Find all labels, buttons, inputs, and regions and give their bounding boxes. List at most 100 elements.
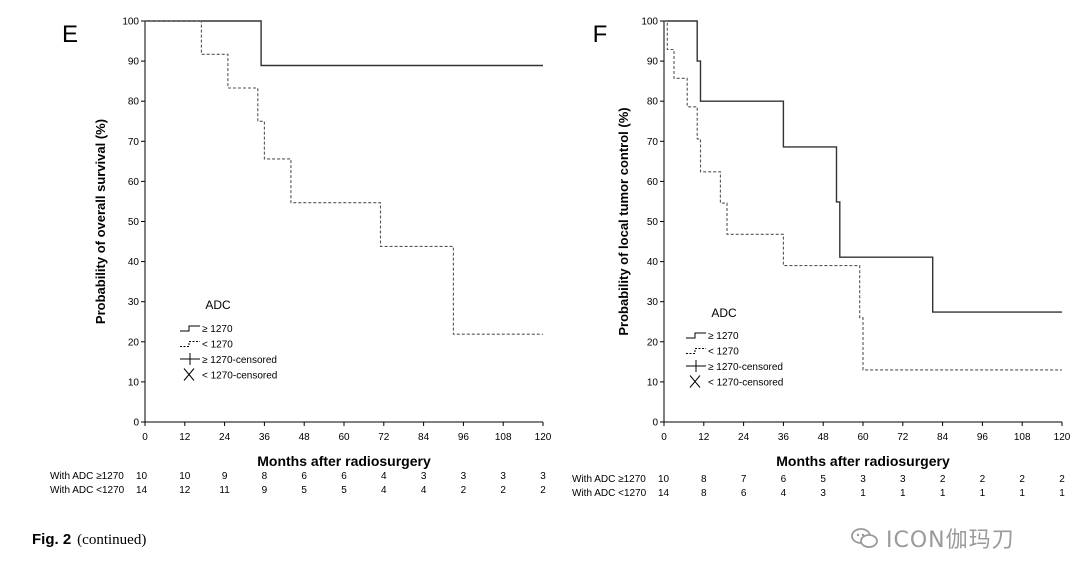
y-tick-label: 80: [647, 97, 659, 108]
risk-table-cell: 6: [341, 471, 347, 482]
panel-label: F: [593, 21, 608, 48]
risk-table-cell: 2: [461, 485, 467, 496]
legend-step-solid-icon: [180, 325, 200, 332]
risk-table-cell: 14: [136, 485, 148, 496]
legend: ADC ≥ 1270 < 1270 ≥ 1270-censored < 1270-cen…: [686, 306, 783, 389]
watermark-text: ICON伽玛刀: [886, 528, 1015, 553]
y-tick-label: 50: [647, 217, 659, 228]
legend-entry-label: < 1270-censored: [202, 371, 277, 382]
x-tick-label: 36: [778, 432, 790, 443]
risk-table-cell: 10: [658, 474, 670, 485]
risk-table-cell: 3: [421, 471, 427, 482]
y-tick-label: 50: [128, 217, 140, 228]
risk-table-cell: 5: [341, 485, 347, 496]
x-tick-label: 72: [897, 432, 909, 443]
risk-table-cell: 2: [940, 474, 946, 485]
y-axis-title: Probability of overall survival (%): [93, 119, 108, 324]
risk-table-cell: 12: [179, 485, 191, 496]
risk-table-cell: 6: [741, 488, 747, 499]
risk-table-cell: 3: [500, 471, 506, 482]
x-tick-label: 96: [458, 432, 470, 443]
risk-table-cell: 5: [820, 474, 826, 485]
legend-entry-label: < 1270-censored: [708, 378, 783, 389]
risk-table-row-label: With ADC ≥1270: [572, 474, 646, 485]
y-tick-label: 60: [128, 177, 140, 188]
risk-table-cell: 2: [1059, 474, 1065, 485]
y-tick-label: 0: [133, 418, 139, 429]
x-tick-label: 24: [219, 432, 231, 443]
legend-entry-label: ≥ 1270: [708, 331, 739, 342]
risk-table-cell: 2: [980, 474, 986, 485]
legend: ADC ≥ 1270 < 1270 ≥ 1270-censored < 1270-cen…: [180, 298, 277, 382]
legend-step-dashed-icon: [686, 348, 706, 354]
watermark: ICON伽玛刀: [850, 518, 1050, 558]
risk-table-cell: 2: [540, 485, 546, 496]
risk-table: With ADC ≥1270 10 10 9 8 6 6 4 3 3 3 3 With ADC <127…: [50, 471, 546, 496]
x-tick-label: 48: [818, 432, 830, 443]
x-tick-label: 84: [937, 432, 949, 443]
risk-table-cell: 1: [860, 488, 866, 499]
x-tick-label: 0: [661, 432, 667, 443]
legend-entry-label: ≥ 1270-censored: [708, 362, 783, 373]
series-line-adc-lt-1270: [145, 20, 543, 335]
x-tick-label: 108: [495, 432, 512, 443]
y-tick-label: 60: [647, 177, 659, 188]
x-tick-label: 48: [299, 432, 311, 443]
x-tick-label: 96: [977, 432, 989, 443]
legend-title: ADC: [711, 306, 737, 320]
caption-text: (continued): [77, 532, 147, 548]
y-tick-label: 0: [652, 418, 658, 429]
series-line-adc-lt-1270: [664, 20, 1062, 371]
risk-table-cell: 2: [500, 485, 506, 496]
x-tick-label: 120: [1054, 432, 1071, 443]
risk-table-cell: 3: [540, 471, 546, 482]
risk-table-cell: 1: [900, 488, 906, 499]
x-tick-label: 108: [1014, 432, 1031, 443]
risk-table-cell: 4: [381, 471, 387, 482]
risk-table-cell: 4: [421, 485, 427, 496]
y-tick-label: 70: [647, 137, 659, 148]
legend-entry-label: < 1270: [202, 340, 233, 351]
caption-figure-label: Fig. 2: [32, 531, 72, 548]
legend-title: ADC: [205, 298, 231, 312]
risk-table-row-label: With ADC <1270: [50, 485, 125, 496]
risk-table-cell: 11: [219, 485, 230, 496]
risk-table-row-label: With ADC <1270: [572, 488, 647, 499]
x-tick-label: 120: [535, 432, 552, 443]
risk-table-cell: 6: [781, 474, 787, 485]
risk-table-cell: 10: [179, 471, 191, 482]
x-tick-label: 72: [378, 432, 390, 443]
risk-table-cell: 6: [301, 471, 307, 482]
legend-censored-cross-icon: [689, 375, 701, 388]
chat-bubbles-icon: [851, 528, 878, 548]
figure-caption: Fig. 2 (continued): [32, 531, 146, 549]
risk-table-row-label: With ADC ≥1270: [50, 471, 124, 482]
risk-table-cell: 9: [222, 471, 228, 482]
risk-table-cell: 3: [860, 474, 866, 485]
risk-table-cell: 4: [381, 485, 387, 496]
x-axis-title: Months after radiosurgery: [776, 453, 950, 469]
risk-table-cell: 4: [781, 488, 787, 499]
y-tick-label: 40: [128, 257, 140, 268]
x-tick-label: 0: [142, 432, 148, 443]
risk-table-cell: 8: [262, 471, 268, 482]
risk-table-cell: 10: [136, 471, 148, 482]
y-tick-label: 20: [647, 337, 659, 348]
risk-table-cell: 9: [262, 485, 268, 496]
risk-table-cell: 5: [301, 485, 307, 496]
y-tick-label: 10: [128, 377, 140, 388]
x-tick-label: 12: [179, 432, 191, 443]
y-tick-label: 100: [122, 17, 139, 28]
x-tick-label: 36: [259, 432, 271, 443]
x-tick-label: 24: [738, 432, 750, 443]
x-tick-label: 84: [418, 432, 430, 443]
y-tick-label: 90: [128, 57, 140, 68]
legend-entry-label: < 1270: [708, 347, 739, 358]
y-tick-label: 30: [647, 297, 659, 308]
risk-table-cell: 1: [1019, 488, 1025, 499]
x-tick-label: 60: [338, 432, 350, 443]
risk-table-cell: 8: [701, 474, 707, 485]
panel-label: E: [62, 21, 78, 48]
